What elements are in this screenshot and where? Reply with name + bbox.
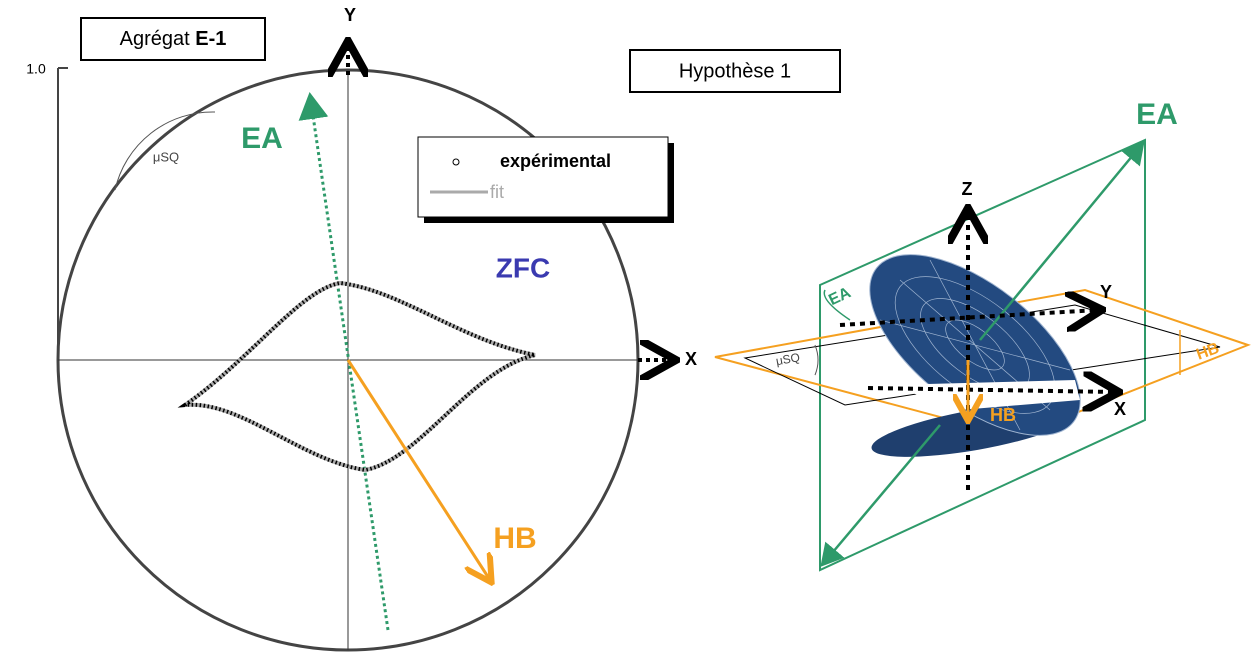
z-label: Z <box>962 179 973 199</box>
angle-arc <box>814 344 819 376</box>
legend-marker <box>452 158 460 166</box>
y-label: Y <box>1100 282 1112 302</box>
title: Agrégat E-1 <box>120 28 227 50</box>
y-axis <box>839 310 1098 325</box>
field-label: HB <box>990 405 1016 425</box>
legend-box <box>417 136 669 218</box>
angle-arc <box>114 111 216 191</box>
angle-arc <box>823 289 851 321</box>
left-panel: 1.0 Y X Agrégat E-1 μSQ EA expérimental … <box>26 5 697 652</box>
title: Hypothèse 1 <box>679 60 791 82</box>
angle-label: μSQ <box>153 149 179 164</box>
plane-label: HB <box>1194 340 1222 364</box>
easy-axis-label: EA <box>1136 98 1178 131</box>
cut-plane <box>890 380 1080 410</box>
x-axis <box>867 388 1115 392</box>
plane-label: EA <box>826 284 854 309</box>
legend-label: fit <box>490 182 504 202</box>
x-label: X <box>685 349 697 369</box>
x-label: X <box>1114 399 1126 419</box>
easy-axis-label: EA <box>241 122 283 155</box>
axis-value: 1.0 <box>26 61 46 77</box>
angle-label: μSQ <box>775 350 801 368</box>
easy-axis-plane <box>819 138 1146 572</box>
title-box <box>80 17 266 61</box>
title-box <box>629 49 841 93</box>
field-label: HB <box>493 522 536 555</box>
easy-axis-arrow <box>820 424 941 567</box>
right-panel: Hypothèse 1 EA μSQ HB EA Z Y X HB <box>629 49 1251 572</box>
title-text: Agrégat <box>120 28 190 50</box>
title-bold: E-1 <box>195 28 226 50</box>
fit-curve <box>177 280 536 473</box>
y-label: Y <box>344 5 356 25</box>
field-arrow <box>346 359 490 580</box>
legend-label: expérimental <box>500 151 611 171</box>
easy-axis-arrow <box>979 141 1145 341</box>
condition-label: ZFC <box>496 252 550 283</box>
